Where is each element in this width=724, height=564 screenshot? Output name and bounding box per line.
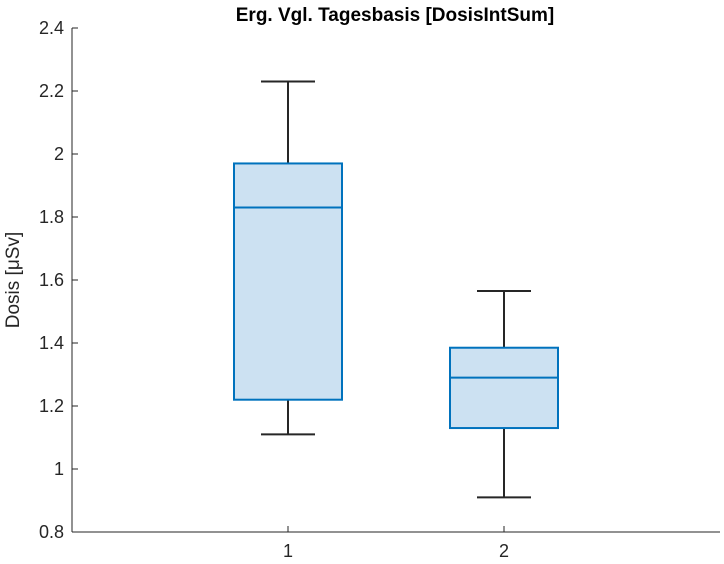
y-tick-label: 1.8 [39, 207, 64, 227]
x-tick-label: 2 [499, 541, 509, 561]
y-tick-label: 2 [54, 144, 64, 164]
y-tick-label: 2.2 [39, 81, 64, 101]
y-tick-label: 2.4 [39, 18, 64, 38]
y-tick-label: 1 [54, 459, 64, 479]
y-tick-label: 1.4 [39, 333, 64, 353]
box-series-1 [233, 80, 343, 436]
iqr-box [233, 162, 343, 401]
chart-title: Erg. Vgl. Tagesbasis [DosisIntSum] [236, 5, 555, 26]
y-axis-ticks: 0.8 1 1.2 1.4 1.6 1.8 2 2.2 2.4 [39, 18, 78, 542]
y-tick-label: 1.6 [39, 270, 64, 290]
y-tick-label: 0.8 [39, 522, 64, 542]
x-tick-label: 1 [283, 541, 293, 561]
box-series-2 [449, 290, 559, 499]
axes [71, 28, 720, 533]
boxes [233, 80, 559, 499]
iqr-box [449, 346, 559, 430]
y-tick-label: 1.2 [39, 396, 64, 416]
y-axis-label: Dosis [μSv] [3, 232, 24, 328]
